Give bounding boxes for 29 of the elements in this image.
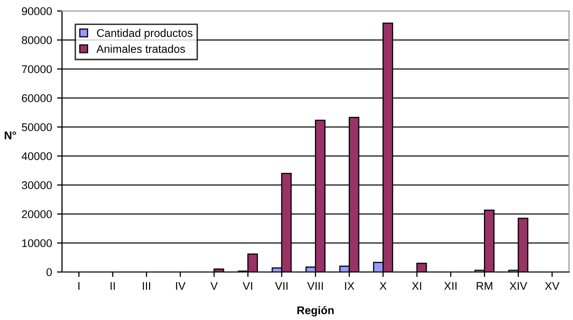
x-tick-label: I: [78, 282, 80, 290]
x-tick-label: V: [210, 282, 218, 290]
x-tick-label: II: [110, 282, 115, 290]
legend-label: Animales tratados: [96, 44, 185, 53]
x-tick-label: XV: [544, 282, 560, 290]
y-tick-label: 90000: [22, 7, 52, 16]
y-tick-label: 70000: [22, 65, 52, 74]
legend-label: Cantidad productos: [97, 28, 192, 40]
x-tick-label: IV: [176, 282, 186, 290]
x-tick-label: IX: [345, 282, 354, 290]
y-tick-label: 10000: [22, 239, 52, 248]
x-tick-label: III: [142, 282, 150, 290]
y-axis-title: N°: [4, 131, 16, 140]
x-tick-label: VII: [274, 282, 288, 290]
x-tick-label: XII: [444, 282, 456, 290]
y-tick-label: 50000: [22, 123, 52, 132]
y-tick-label: 40000: [22, 152, 52, 160]
x-tick-label: RM: [476, 282, 492, 290]
x-tick-label: VIII: [307, 282, 323, 290]
y-tick-label: 0: [46, 268, 52, 276]
x-tick-label: X: [380, 282, 387, 290]
x-tick-label: XIV: [510, 282, 528, 290]
x-tick-label: XI: [412, 282, 422, 290]
y-tick-label: 60000: [22, 94, 52, 102]
y-tick-label: 80000: [22, 36, 52, 44]
x-axis-title: Región: [297, 306, 334, 316]
y-tick-label: 30000: [22, 181, 52, 190]
x-tick-label: VI: [242, 282, 252, 290]
y-tick-label: 20000: [22, 210, 52, 218]
